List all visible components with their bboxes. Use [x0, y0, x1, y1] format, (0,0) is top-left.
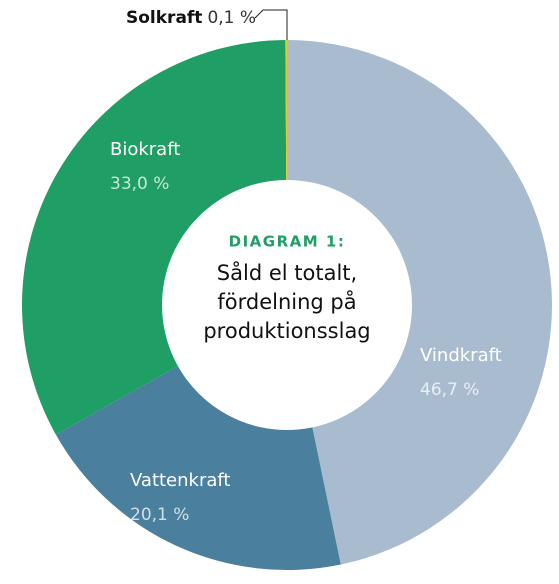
labels: Vindkraft 46,7 % Vattenkraft 20,1 % Biokraft…: [110, 8, 502, 525]
category-label: Vindkraft: [420, 345, 502, 366]
category-label: Solkraft: [126, 8, 202, 28]
chart-subtitle: Såld el totalt,: [217, 260, 357, 285]
donut-hole: [162, 180, 412, 430]
category-label: Biokraft: [110, 139, 180, 160]
value-label: 20,1 %: [130, 505, 189, 525]
slice: [285, 40, 287, 305]
chart-subtitle: fördelning på: [217, 289, 356, 314]
leader-line: [254, 9, 288, 40]
value-label: 0,1 %: [207, 8, 256, 28]
value-label: 46,7 %: [420, 380, 479, 400]
chart-title: DIAGRAM 1:: [229, 233, 346, 251]
value-label: 33,0 %: [110, 174, 169, 194]
chart-subtitle: produktionsslag: [203, 319, 370, 343]
slice: [287, 40, 552, 565]
slice-label: Solkraft 0,1 %: [126, 8, 256, 28]
category-label: Vattenkraft: [130, 470, 230, 491]
